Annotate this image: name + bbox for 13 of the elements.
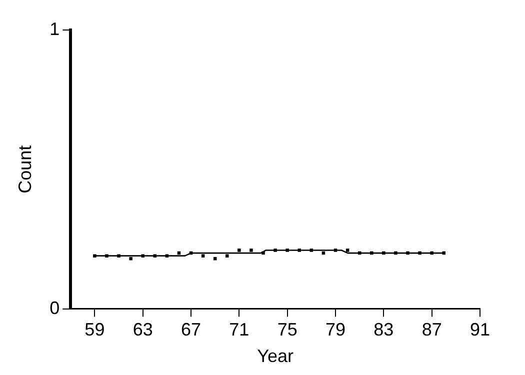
x-tick-label: 59 xyxy=(84,320,105,340)
y-tick-label: 0 xyxy=(50,298,60,318)
y-tick-label: 1 xyxy=(50,18,60,39)
x-tick-label: 83 xyxy=(374,320,394,340)
x-tick-label: 67 xyxy=(181,320,202,340)
y-axis-title: Count xyxy=(14,145,35,194)
x-tick-label: 75 xyxy=(277,320,298,340)
x-tick-label: 87 xyxy=(422,320,442,340)
x-axis-title: Year xyxy=(257,346,294,366)
x-tick-label: 63 xyxy=(132,320,153,340)
x-tick-label: 91 xyxy=(470,320,490,340)
x-tick-label: 71 xyxy=(229,320,250,340)
x-tick-label: 79 xyxy=(325,320,346,340)
